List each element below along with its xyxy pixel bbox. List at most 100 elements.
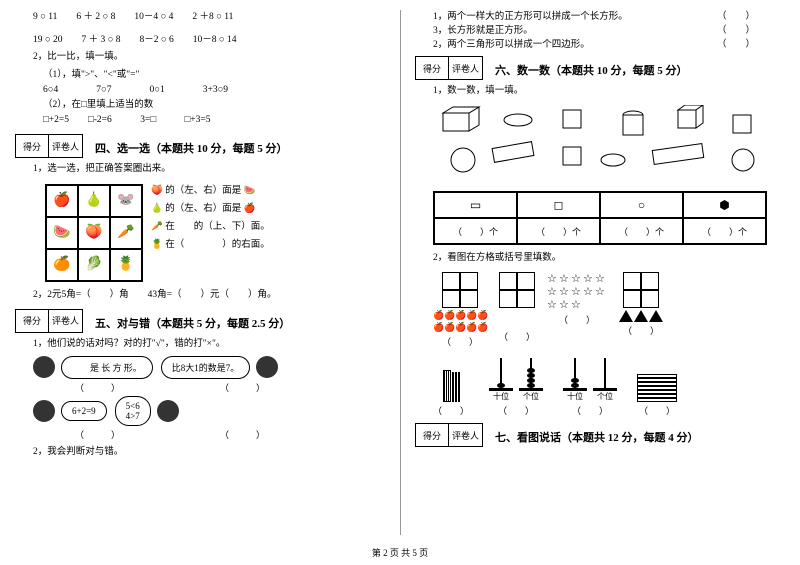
s5-q1: 1，他们说的话对吗？对的打"√"，错的打"×"。 — [33, 337, 385, 352]
reviewer-label: 评卷人 — [49, 310, 82, 332]
s5-q2: 2，我会判断对与错。 — [33, 445, 385, 460]
grid-cell: 🐭 — [110, 185, 142, 217]
shi-label: 十位 — [567, 391, 583, 402]
bubble-row-1: 是 长 方 形。 比8大1的数是7。 — [33, 354, 385, 381]
shapes-svg — [433, 105, 773, 185]
paren: （ ） — [220, 381, 265, 394]
section-5-title: 五、对与错（本题共 5 分，每题 2.5 分） — [95, 315, 385, 331]
bubble-4: 5<6 4>7 — [115, 396, 151, 426]
score-box-4: 得分 评卷人 — [15, 134, 83, 158]
shapes-area — [433, 105, 767, 185]
s4-t1: 的（左、右）面是 — [165, 186, 241, 196]
paren: （ ） — [442, 335, 478, 348]
bubble-row-2: 6+2=9 5<6 4>7 — [33, 394, 385, 428]
reviewer-label: 评卷人 — [449, 424, 482, 446]
shi-label: 十位 — [493, 391, 509, 402]
count-label: （ ）个 — [683, 218, 766, 244]
section-6-title: 六、数一数（本题共 10 分，每题 5 分） — [495, 62, 785, 78]
q2-1a: 6○4 7○7 0○1 3+3○9 — [43, 83, 385, 98]
paren: （ ） — [75, 428, 120, 441]
face-icon — [256, 356, 278, 378]
bubble-1: 是 长 方 形。 — [61, 356, 153, 379]
paren: （ ） — [433, 404, 469, 417]
score-box-5: 得分 评卷人 — [15, 309, 83, 333]
s4-q2: 2，2元5角=（ ）角 43角=（ ）元（ ）角。 — [33, 288, 385, 303]
tf-paren: （ ） — [717, 8, 755, 22]
score-label: 得分 — [16, 135, 49, 157]
score-box-6: 得分 评卷人 — [415, 56, 483, 80]
sticks-item: （ ） — [433, 367, 469, 417]
count-label: （ ）个 — [600, 218, 683, 244]
grid-item: （ ） — [499, 272, 535, 348]
bars-item: （ ） — [637, 374, 677, 417]
grid-cell: 🥬 — [78, 249, 110, 281]
grid-cell: 🍐 — [78, 185, 110, 217]
section-4-title: 四、选一选（本题共 10 分，每题 5 分） — [95, 140, 385, 156]
tf-1: 1，两个一样大的正方形可以拼成一个长方形。 — [433, 8, 628, 22]
tf-paren: （ ） — [717, 36, 755, 50]
grid-cell: 🍍 — [110, 249, 142, 281]
face-icon — [157, 400, 179, 422]
s4-text-block: 🍑 的（左、右）面是 🍉 🍐 的（左、右）面是 🍎 🥕 在 的（上、下）面。 🍍… — [151, 180, 270, 286]
paren: （ ） — [572, 404, 608, 417]
grid-cell: 🍉 — [46, 217, 78, 249]
grid-cell: 🍊 — [46, 249, 78, 281]
paren: （ ） — [498, 404, 534, 417]
q2-1: （1），填">"、"<"或"=" — [43, 68, 385, 83]
tf-paren: （ ） — [717, 22, 755, 36]
s6-q2: 2，看图在方格或括号里填数。 — [433, 251, 785, 266]
abacus-item-2: 十位 个位 （ ） — [563, 358, 617, 417]
right-column: 1，两个一样大的正方形可以拼成一个长方形。 （ ） 3，长方形就是正方形。 （ ） … — [400, 0, 800, 565]
triangle-item: （ ） — [619, 272, 663, 348]
s4-q1: 1，选一选，把正确答案圈出来。 — [33, 162, 385, 177]
q2-title: 2，比一比，填一填。 — [33, 50, 385, 65]
compare-row-1: 9 ○ 11 6 ＋ 2 ○ 8 10－4 ○ 4 2 ＋8 ○ 11 — [33, 10, 385, 25]
star-item: ☆☆☆☆☆☆☆☆☆☆☆☆☆ （ ） — [547, 272, 607, 348]
paren: （ ） — [499, 330, 535, 343]
count-icon: ⬢ — [683, 192, 766, 218]
section-7-title: 七、看图说话（本题共 12 分，每题 4 分） — [495, 429, 785, 445]
page-footer: 第 2 页 共 5 页 — [0, 546, 800, 559]
face-icon — [33, 356, 55, 378]
left-column: 9 ○ 11 6 ＋ 2 ○ 8 10－4 ○ 4 2 ＋8 ○ 11 19 ○… — [0, 0, 400, 565]
q2-2a: □+2=5 □-2=6 3=□ □+3=5 — [43, 113, 385, 128]
paren: （ ） — [639, 404, 675, 417]
s4-t4: 在（ ）的右面。 — [165, 240, 270, 250]
ge-label: 个位 — [523, 391, 539, 402]
ge-label: 个位 — [597, 391, 613, 402]
s6-q1: 1，数一数，填一填。 — [433, 84, 785, 99]
grid-cell: 🍑 — [78, 217, 110, 249]
paren: （ ） — [559, 313, 595, 326]
tf-2: 3，长方形就是正方形。 — [433, 22, 533, 36]
score-label: 得分 — [416, 424, 449, 446]
q2-2: （2），在□里填上适当的数 — [43, 98, 385, 113]
score-label: 得分 — [16, 310, 49, 332]
paren: （ ） — [623, 324, 659, 337]
paren: （ ） — [220, 428, 265, 441]
fruit-grid: 🍎 🍐 🐭 🍉 🍑 🥕 🍊 🥬 🍍 — [45, 184, 143, 282]
count-icon: ◻ — [517, 192, 600, 218]
bubble-3: 6+2=9 — [61, 401, 107, 421]
count-label: （ ）个 — [517, 218, 600, 244]
grid-cell: 🥕 — [110, 217, 142, 249]
grid-item: 🍎🍎🍎🍎🍎🍎🍎🍎🍎🍎 （ ） — [433, 272, 487, 348]
count-table: ▭ ◻ ○ ⬢ （ ）个 （ ）个 （ ）个 （ ）个 — [433, 191, 767, 245]
score-label: 得分 — [416, 57, 449, 79]
count-label: （ ）个 — [434, 218, 517, 244]
q62-row-1: 🍎🍎🍎🍎🍎🍎🍎🍎🍎🍎 （ ） （ ） ☆☆☆☆☆☆☆☆☆☆☆☆☆ （ ） （ ） — [433, 272, 767, 348]
compare-row-2: 19 ○ 20 7 ＋ 3 ○ 8 8－2 ○ 6 10－8 ○ 14 — [33, 33, 385, 48]
score-box-7: 得分 评卷人 — [415, 423, 483, 447]
s4-t2: 的（左、右）面是 — [165, 204, 241, 214]
face-icon — [33, 400, 55, 422]
abacus-row: （ ） 十位 个位 （ ） 十位 个位 （ ） （ ） — [433, 358, 767, 417]
s4-t3: 在 的（上、下）面。 — [165, 222, 270, 232]
reviewer-label: 评卷人 — [49, 135, 82, 157]
abacus-item: 十位 个位 （ ） — [489, 358, 543, 417]
tf-3: 2，两个三角形可以拼成一个四边形。 — [433, 36, 590, 50]
bubble-2: 比8大1的数是7。 — [161, 356, 251, 379]
reviewer-label: 评卷人 — [449, 57, 482, 79]
paren: （ ） — [75, 381, 120, 394]
count-icon: ○ — [600, 192, 683, 218]
grid-cell: 🍎 — [46, 185, 78, 217]
count-icon: ▭ — [434, 192, 517, 218]
